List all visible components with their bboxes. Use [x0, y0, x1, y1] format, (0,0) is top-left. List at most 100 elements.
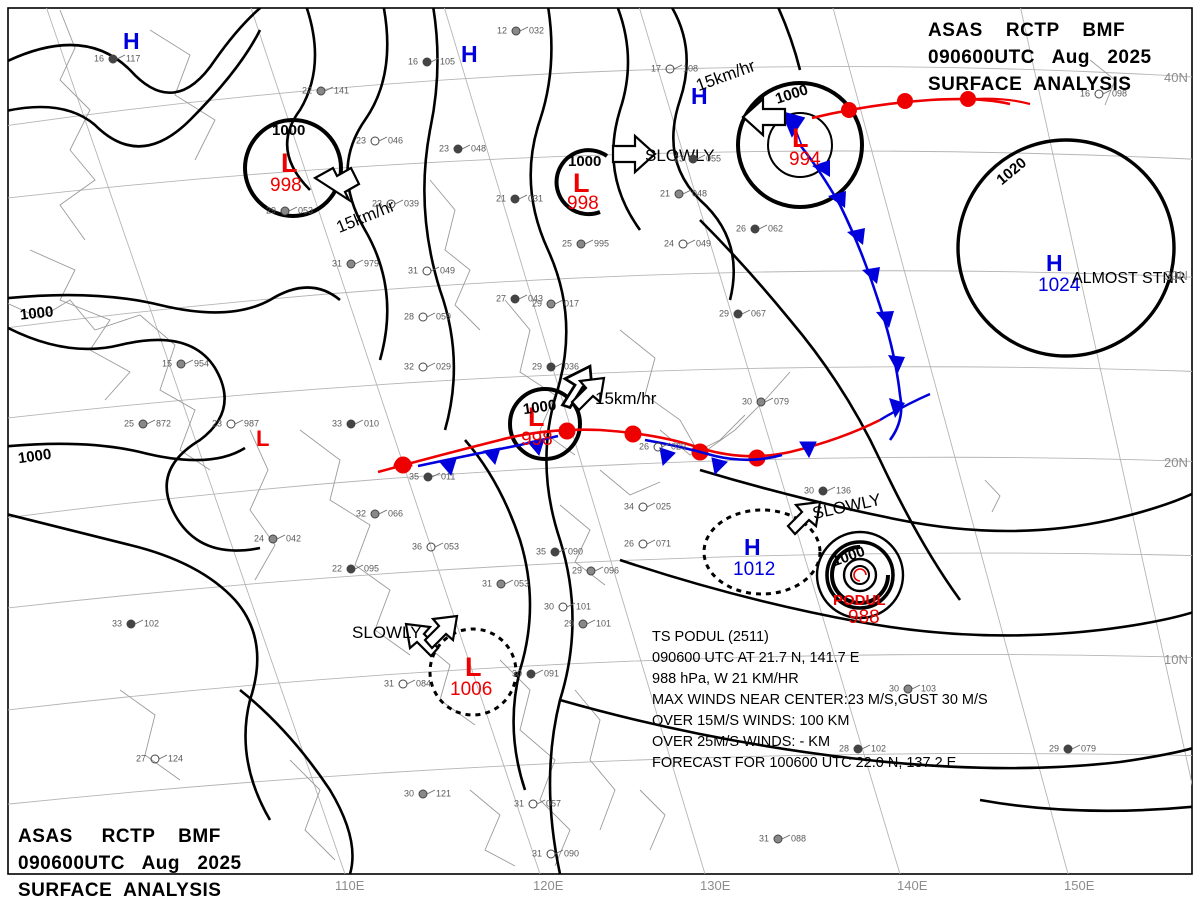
- station-pressure: 108: [683, 63, 699, 74]
- station-circle-icon: [510, 294, 528, 304]
- typhoon-symbol-podul: [815, 530, 905, 620]
- typhoon-name-line: TS PODUL (2511): [652, 629, 769, 645]
- low-value-994: 994: [789, 149, 821, 170]
- station-pressure: 103: [921, 683, 937, 694]
- typhoon-name-label: PODUL: [833, 592, 886, 609]
- isobar-low-1006: [428, 627, 518, 717]
- station-pressure: 011: [441, 471, 456, 482]
- station-pressure: 102: [144, 618, 160, 629]
- station-circle-icon: [903, 684, 921, 694]
- station-temperature: 23: [356, 135, 367, 146]
- station-temperature: 30: [512, 668, 523, 679]
- front-line-blue-segments: [417, 434, 783, 468]
- high-symbol-nw: H: [123, 28, 140, 54]
- station-circle-icon: [578, 619, 596, 629]
- station-plot: 22 095: [332, 562, 379, 576]
- station-circle-icon: [638, 539, 656, 549]
- station-temperature: 31: [408, 265, 419, 276]
- station-circle-icon: [370, 509, 388, 519]
- station-circle-icon: [346, 259, 364, 269]
- station-pressure: 010: [364, 418, 380, 429]
- station-plot: 26 029: [639, 440, 686, 454]
- station-circle-icon: [653, 442, 671, 452]
- station-plot: 33 010: [332, 417, 379, 431]
- station-circle-icon: [586, 566, 604, 576]
- station-pressure: 053: [514, 578, 530, 589]
- station-circle-icon: [756, 397, 774, 407]
- station-temperature: 27: [496, 293, 507, 304]
- station-pressure: 059: [436, 311, 452, 322]
- station-temperature: 29: [572, 565, 583, 576]
- station-temperature: 29: [564, 618, 575, 629]
- station-circle-icon: [546, 299, 564, 309]
- motion-label-5: SLOWLY: [352, 623, 422, 642]
- station-temperature: 35: [536, 546, 547, 557]
- station-temperature: 21: [660, 188, 671, 199]
- station-pressure: 053: [298, 205, 314, 216]
- footer-line-2: 090600UTC Aug 2025: [18, 853, 242, 874]
- station-circle-icon: [818, 486, 836, 496]
- station-pressure: 987: [244, 418, 260, 429]
- station-temperature: 31: [482, 578, 493, 589]
- station-circle-icon: [280, 206, 298, 216]
- high-value-1012: 1012: [733, 559, 776, 580]
- station-temperature: 23: [674, 153, 685, 164]
- typhoon-over15-line: OVER 15M/S WINDS: 100 KM: [652, 713, 850, 729]
- isobar-label-1: 1000: [568, 153, 602, 170]
- station-circle-icon: [638, 502, 656, 512]
- station-pressure: 039: [404, 198, 420, 209]
- station-pressure: 102: [871, 743, 887, 754]
- station-circle-icon: [386, 199, 404, 209]
- cold-front-barbs-southeast: [812, 160, 905, 418]
- station-circle-icon: [674, 189, 692, 199]
- station-pressure: 098: [1112, 88, 1128, 99]
- station-plot: 30 079: [742, 395, 789, 409]
- station-circle-icon: [426, 542, 444, 552]
- station-temperature: 22: [332, 563, 343, 574]
- station-plot: 36 053: [412, 540, 459, 554]
- station-temperature: 31: [532, 848, 543, 859]
- station-plot: 24 042: [254, 532, 301, 546]
- station-circle-icon: [526, 669, 544, 679]
- station-pressure: 036: [564, 361, 580, 372]
- lon-label-0: 110E: [335, 878, 365, 893]
- warm-front-bumps-northeast: [841, 91, 976, 118]
- station-temperature: 23: [212, 418, 223, 429]
- low-symbol-998-mid: L: [528, 402, 545, 432]
- typhoon-winds-line: MAX WINDS NEAR CENTER:23 M/S,GUST 30 M/S: [652, 692, 988, 708]
- station-temperature: 30: [742, 396, 753, 407]
- station-pressure: 141: [334, 85, 350, 96]
- station-circle-icon: [418, 362, 436, 372]
- low-symbol-unlabeled-west: L: [256, 426, 270, 451]
- station-circle-icon: [422, 266, 440, 276]
- station-temperature: 24: [664, 238, 675, 249]
- front-tail-east: [879, 392, 931, 422]
- low-symbol-1006: L: [465, 652, 482, 682]
- low-symbol-994: L: [792, 123, 809, 153]
- station-plot: 27 043: [496, 292, 543, 306]
- station-plot: 16 105: [408, 55, 455, 69]
- station-pressure: 067: [751, 308, 767, 319]
- footer-line-3: SURFACE ANALYSIS: [18, 880, 222, 901]
- station-pressure: 101: [576, 601, 592, 612]
- station-plot: 23 055: [674, 152, 721, 166]
- station-plot: 31 049: [408, 264, 455, 278]
- low-value-1006: 1006: [450, 679, 493, 700]
- isobar-label-4: 1000: [19, 303, 55, 324]
- station-temperature: 26: [736, 223, 747, 234]
- station-pressure: 017: [564, 298, 580, 309]
- low-symbol-998-west: L: [281, 148, 298, 178]
- station-pressure: 071: [656, 538, 672, 549]
- typhoon-pressure-label: 988: [848, 607, 880, 628]
- station-temperature: 27: [136, 753, 147, 764]
- warm-front-far-east: [959, 97, 1031, 106]
- station-plot: 27 124: [136, 752, 183, 766]
- station-plot: 33 102: [112, 617, 159, 631]
- station-plot: 31 088: [759, 832, 806, 846]
- typhoon-over25-line: OVER 25M/S WINDS: - KM: [652, 734, 831, 750]
- station-plot: 30 136: [804, 484, 851, 498]
- station-pressure: 091: [544, 668, 560, 679]
- station-circle-icon: [550, 547, 568, 557]
- lat-label-2: 20N: [1164, 455, 1188, 470]
- lat-label-3: 10N: [1164, 652, 1188, 667]
